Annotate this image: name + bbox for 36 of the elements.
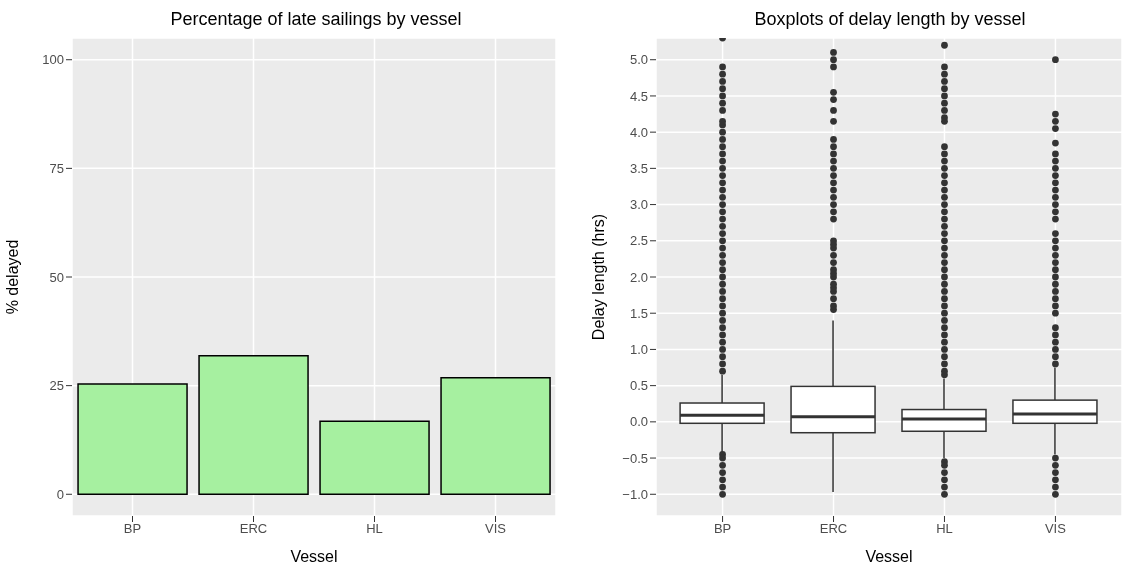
x-axis-title: Vessel <box>290 548 338 565</box>
y-tick-label: 25 <box>49 378 64 394</box>
x-tick-label: BP <box>713 521 732 537</box>
y-tick-label: 4.0 <box>629 124 648 140</box>
bar <box>198 354 309 496</box>
y-tick-label: 50 <box>49 269 64 285</box>
x-tick-label: HL <box>366 521 383 537</box>
y-tick-label: 3.5 <box>629 160 648 176</box>
y-tick-label: 75 <box>49 160 64 176</box>
y-tick-label: 5.0 <box>629 52 648 68</box>
y-tick-label: 3.0 <box>629 197 648 213</box>
x-tick-label: BP <box>123 521 142 537</box>
y-tick-label: −0.5 <box>622 450 648 466</box>
chart-title: Boxplots of delay length by vessel <box>753 8 1027 31</box>
y-tick-label: 100 <box>42 52 64 68</box>
y-axis-title: Delay length (hrs) <box>589 213 607 341</box>
y-tick-label: 2.0 <box>629 269 648 285</box>
y-tick-label: 1.5 <box>629 305 648 321</box>
chart-title: Percentage of late sailings by vessel <box>169 8 463 31</box>
y-tick-label: 2.5 <box>629 233 648 249</box>
y-tick-label: 1.0 <box>629 342 648 358</box>
x-tick-label: HL <box>936 521 953 537</box>
bar <box>319 420 430 496</box>
x-tick-label: ERC <box>239 521 268 537</box>
x-tick-label: VIS <box>485 521 507 537</box>
x-tick-label: VIS <box>1044 521 1067 537</box>
y-tick-label: 4.5 <box>629 88 648 104</box>
y-tick-label: 0 <box>56 486 64 502</box>
x-axis-title: Vessel <box>865 548 913 565</box>
x-tick-label: ERC <box>819 521 848 537</box>
bar <box>440 377 551 496</box>
bar <box>77 383 188 496</box>
y-tick-label: −1.0 <box>622 486 648 502</box>
y-tick-label: 0.0 <box>629 414 648 430</box>
y-tick-label: 0.5 <box>629 378 648 394</box>
y-axis-title: % delayed <box>3 239 21 315</box>
